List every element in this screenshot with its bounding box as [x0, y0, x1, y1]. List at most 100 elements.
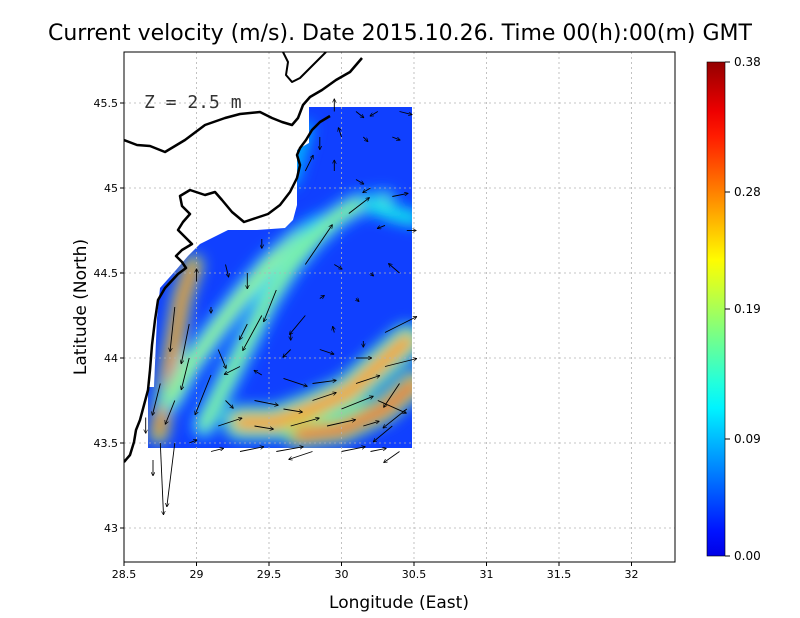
x-tick-label: 31.5 [547, 568, 572, 581]
current-vector-arrow [326, 420, 356, 427]
current-vector-arrow [254, 400, 279, 406]
current-vector-arrow [225, 264, 229, 278]
coastline-inlet [282, 52, 327, 83]
current-vector-arrow [388, 263, 400, 274]
current-vector-arrow [334, 264, 342, 270]
current-vector-arrow [312, 393, 337, 401]
current-vector-arrow [254, 369, 263, 376]
current-vector-arrow [167, 442, 176, 507]
x-tick-label: 28.5 [112, 568, 137, 581]
current-vector-arrow [355, 179, 364, 185]
current-vector-arrow [392, 193, 408, 197]
current-vector-arrow [238, 323, 248, 340]
current-vector-arrow [218, 418, 242, 427]
current-vector-arrow [152, 383, 161, 416]
chart-title: Current velocity (m/s). Date 2015.10.26.… [48, 21, 753, 46]
current-vector-arrow [338, 127, 342, 138]
current-vector-arrow [181, 323, 190, 364]
colorbar [707, 62, 725, 556]
x-tick-label: 30.5 [402, 568, 427, 581]
current-vector-arrow [304, 225, 332, 265]
current-vector-arrow [370, 111, 379, 117]
current-vector-arrow [384, 316, 417, 333]
current-vector-arrow [392, 136, 400, 140]
colorbar-ticks: 0.00 0.09 0.19 0.28 0.38 [725, 55, 761, 563]
current-vector-arrow [384, 359, 417, 367]
current-vector-arrow [355, 111, 364, 118]
current-vector-arrow [254, 425, 274, 429]
current-vector-arrow [384, 383, 400, 408]
x-tick-label: 31 [480, 568, 494, 581]
current-vector-arrow [348, 198, 370, 214]
current-vector-arrow [341, 447, 366, 452]
current-vector-arrow [383, 408, 408, 428]
current-vector-arrow [195, 374, 212, 415]
y-tick-label: 45.5 [94, 97, 119, 110]
current-vector-arrow [341, 396, 374, 410]
current-vector-arrow [356, 299, 359, 302]
y-axis-label: Latitude (North) [71, 239, 91, 375]
current-vector-arrow [239, 447, 264, 452]
x-axis-label: Longitude (East) [329, 593, 469, 613]
current-vector-arrow [264, 289, 277, 322]
current-vector-arrow [276, 447, 303, 452]
current-vector-arrow [362, 136, 368, 142]
current-vector-arrow [224, 366, 241, 375]
current-vector-arrow [377, 224, 386, 228]
y-tick-label: 44 [104, 352, 118, 365]
velocity-band [366, 200, 412, 223]
current-vector-arrow [283, 377, 308, 386]
y-tick-label: 43 [104, 522, 118, 535]
current-vectors [146, 98, 417, 515]
y-tick-label: 44.5 [94, 267, 119, 280]
colorbar-tick-label: 0.28 [734, 185, 761, 199]
current-vector-arrow [170, 306, 176, 352]
current-vector-arrow [283, 408, 303, 412]
velocity-band [232, 333, 412, 431]
velocity-field [148, 107, 412, 448]
y-tick-label: 43.5 [94, 437, 119, 450]
current-vector-arrow [225, 400, 234, 409]
current-vector-arrow [165, 400, 176, 425]
depth-label: Z = 2.5 m [144, 92, 242, 113]
current-vector-arrow [242, 315, 263, 351]
current-vector-arrow [189, 440, 197, 444]
coastline-crimea [124, 114, 331, 463]
x-tick-label: 29 [190, 568, 204, 581]
plot-frame [123, 51, 676, 563]
plot-area: Z = 2.5 m [124, 52, 675, 562]
current-vector-arrow [373, 425, 393, 442]
y-tick-label: 45 [104, 182, 118, 195]
current-vector-arrow [289, 451, 313, 460]
current-vector-arrow [319, 295, 325, 298]
x-tick-label: 29.5 [257, 568, 282, 581]
x-tick-label: 30 [335, 568, 349, 581]
current-vector-arrow [370, 448, 387, 452]
current-vector-arrow [333, 326, 335, 333]
x-axis-ticks: 28.5 29 29.5 30 30.5 31 31.5 32 [112, 562, 639, 581]
x-tick-label: 32 [625, 568, 639, 581]
current-vector-arrow [377, 400, 407, 414]
current-vector-arrow [355, 376, 380, 384]
velocity-band [291, 377, 412, 441]
current-vector-arrow [289, 315, 306, 335]
current-vector-arrow [312, 380, 337, 384]
current-vector-arrow [371, 273, 374, 276]
velocity-band [198, 196, 391, 432]
colorbar-tick-label: 0.09 [734, 432, 761, 446]
current-vector-arrow [319, 349, 334, 355]
current-vector-arrow [181, 357, 190, 390]
colorbar-tick-label: 0.19 [734, 302, 761, 316]
current-vector-arrow [304, 155, 314, 172]
current-vector-arrow [384, 451, 400, 463]
current-vector-arrow [283, 349, 292, 358]
coastline [124, 57, 363, 154]
current-vector-arrow [159, 442, 163, 515]
colorbar-tick-label: 0.00 [734, 549, 761, 563]
current-vector-arrow [210, 448, 224, 452]
current-vector-arrow [363, 187, 371, 194]
colorbar-tick-label: 0.38 [734, 55, 761, 69]
velocity-bands [149, 119, 412, 448]
current-vector-arrow [290, 418, 320, 427]
